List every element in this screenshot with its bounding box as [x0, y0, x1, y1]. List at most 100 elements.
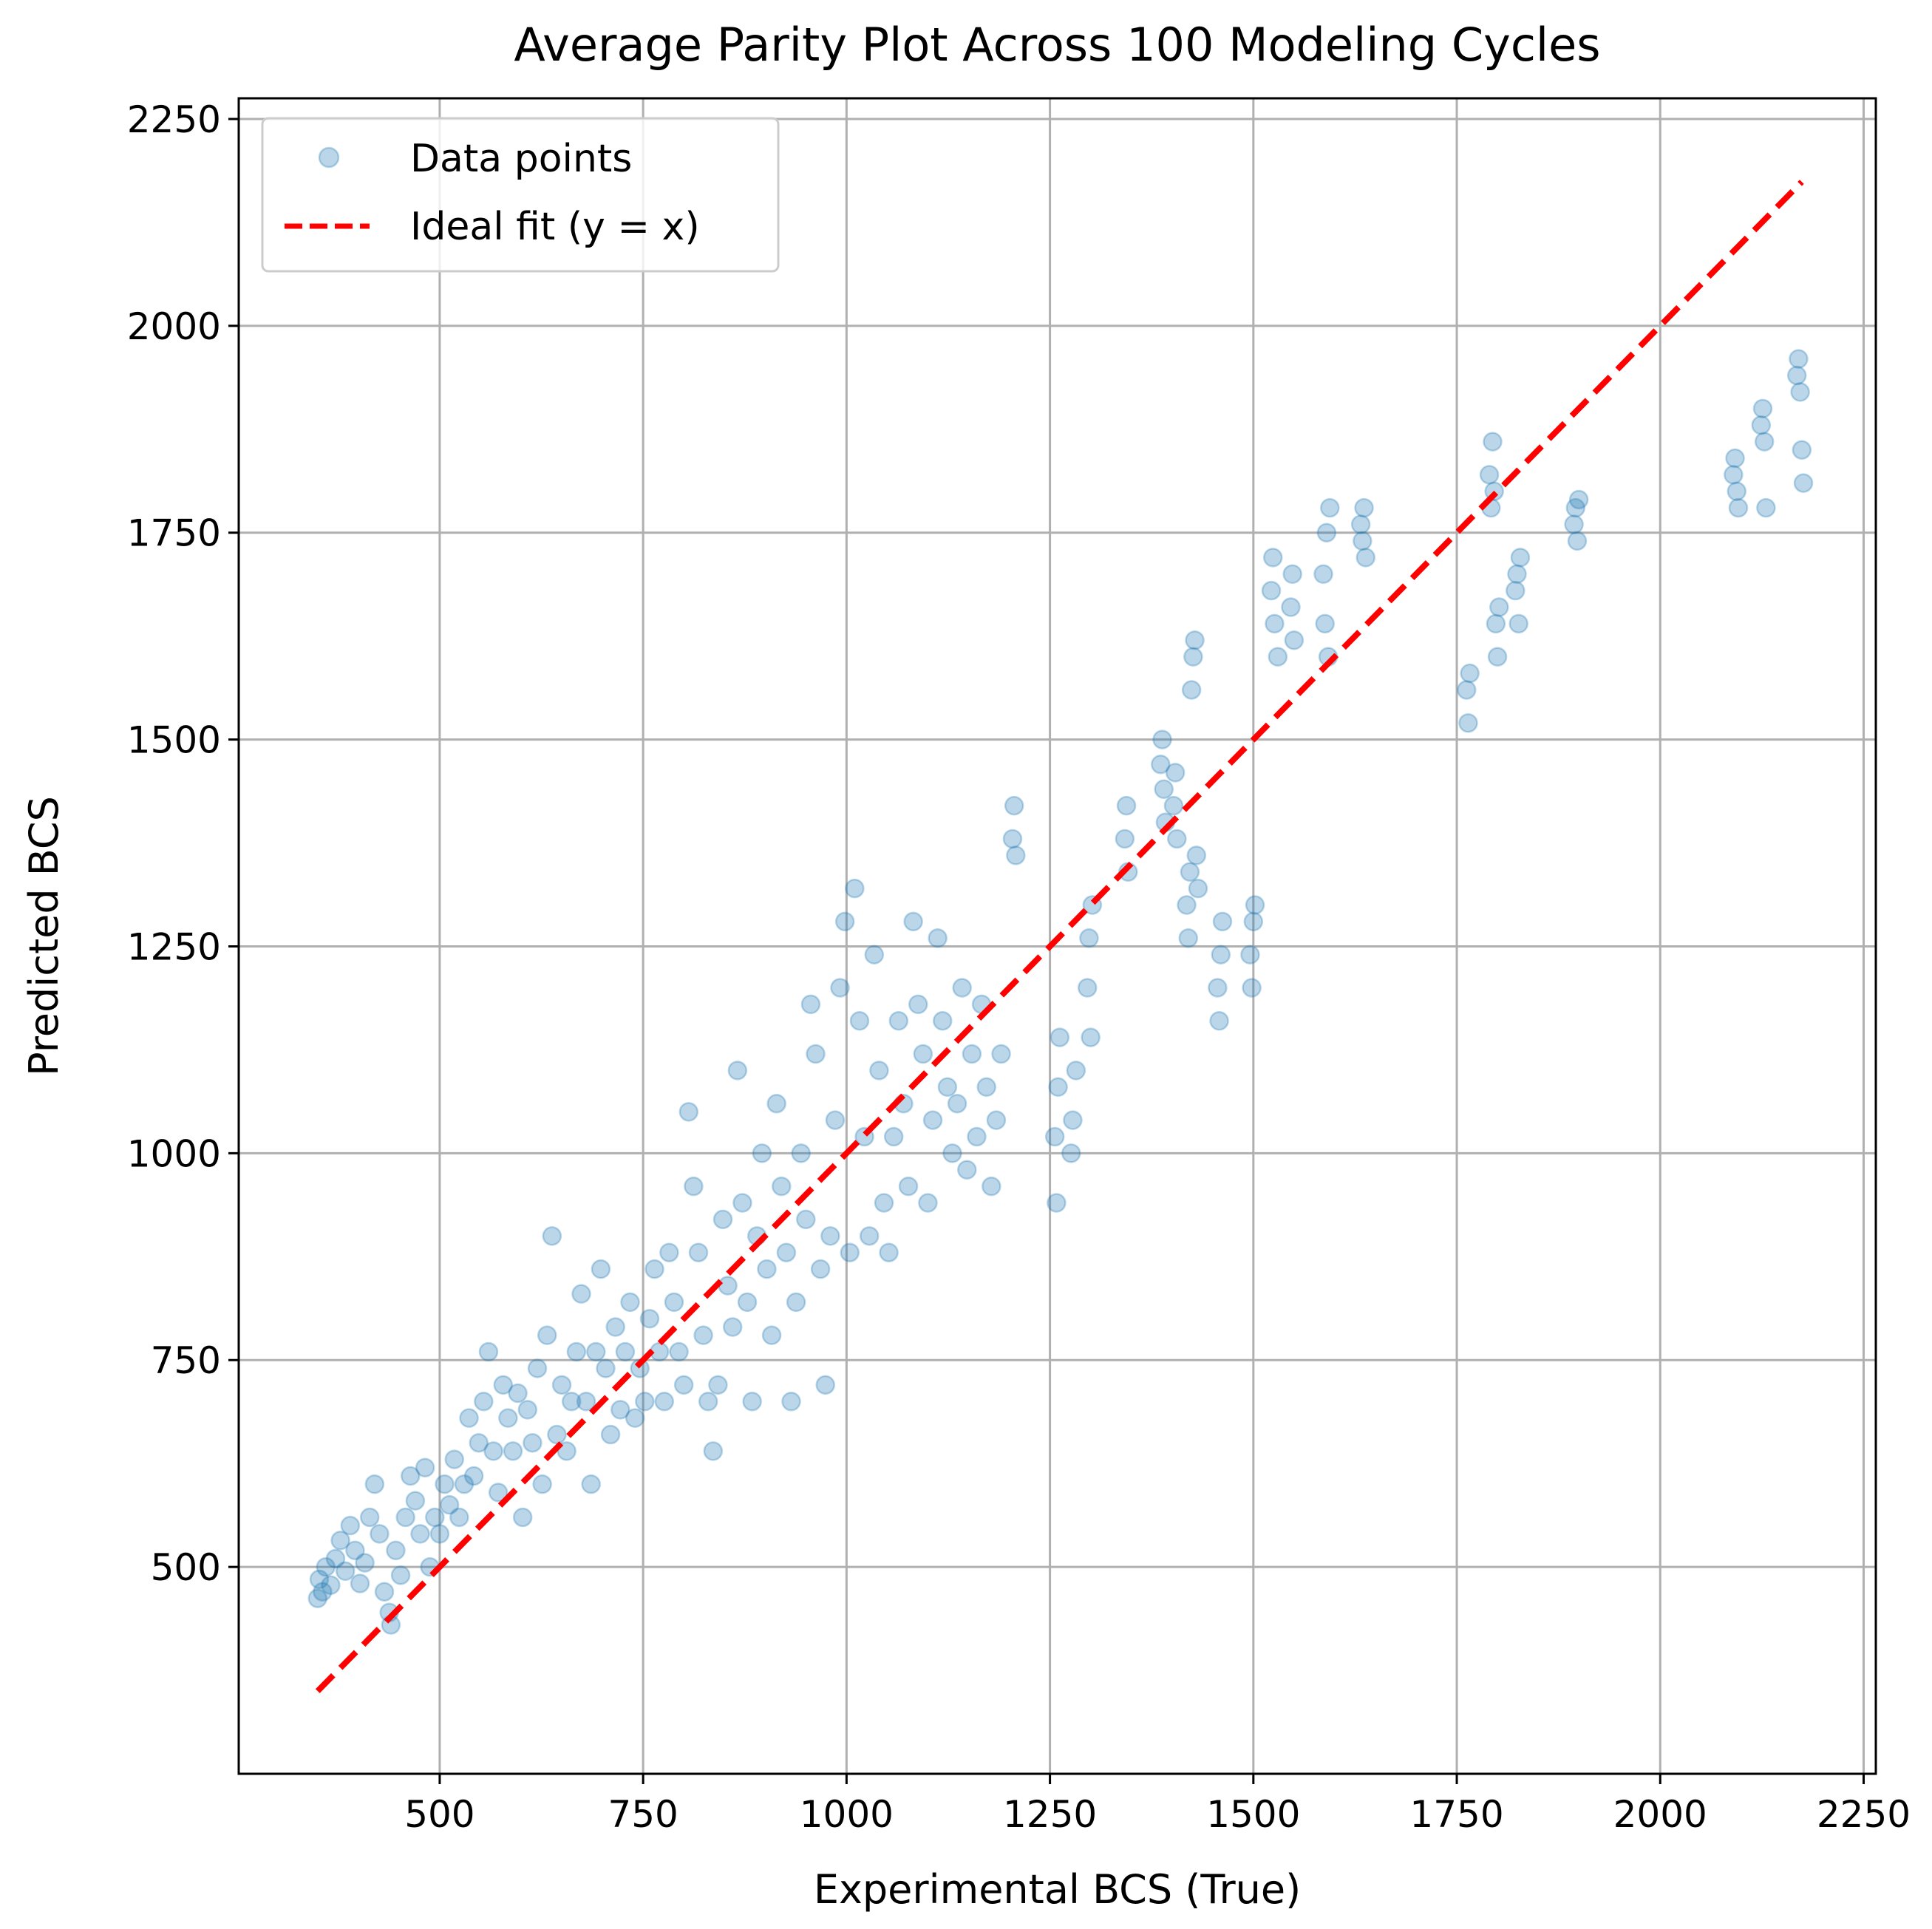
- data-point: [883, 1126, 904, 1147]
- data-point: [737, 1292, 758, 1313]
- legend-box: [261, 117, 780, 273]
- data-point: [537, 1325, 557, 1345]
- data-point: [928, 928, 948, 948]
- data-point: [781, 1391, 801, 1412]
- data-point: [1458, 712, 1478, 733]
- data-point: [1177, 895, 1197, 915]
- data-point: [820, 1226, 840, 1246]
- data-point: [859, 1226, 880, 1246]
- data-point: [933, 1010, 953, 1031]
- legend: Data points Ideal fit (y = x): [261, 117, 780, 273]
- data-point: [429, 1524, 450, 1544]
- data-point: [1209, 1010, 1229, 1031]
- data-point: [1186, 846, 1207, 865]
- data-point: [309, 1569, 330, 1590]
- data-point: [1183, 647, 1203, 667]
- data-point: [1048, 1077, 1068, 1098]
- data-point: [1268, 647, 1288, 667]
- data-point: [1245, 895, 1265, 915]
- y-tick-label-1000: 1000: [127, 1132, 221, 1175]
- legend-label-data-points: Data points: [410, 137, 632, 181]
- data-point: [532, 1474, 552, 1494]
- data-point: [1243, 911, 1264, 932]
- data-point: [410, 1524, 430, 1544]
- data-point: [796, 1209, 816, 1230]
- data-point: [1789, 349, 1809, 369]
- data-point: [1756, 497, 1776, 518]
- data-point: [791, 1143, 811, 1163]
- legend-marker-data-points: [318, 146, 340, 169]
- data-point: [1004, 795, 1024, 816]
- data-point: [307, 1588, 328, 1608]
- data-point: [562, 1391, 582, 1412]
- data-point: [488, 1483, 508, 1503]
- data-point: [845, 878, 865, 899]
- data-point: [1792, 440, 1812, 460]
- data-point: [1044, 1126, 1065, 1147]
- data-point: [454, 1474, 475, 1494]
- data-point: [869, 1061, 889, 1081]
- data-point: [1188, 878, 1208, 899]
- data-point: [727, 1061, 748, 1081]
- data-point: [1178, 928, 1198, 948]
- data-point: [664, 1292, 684, 1313]
- data-point: [1320, 497, 1340, 518]
- data-point: [1185, 630, 1205, 650]
- data-point: [527, 1358, 548, 1378]
- data-point: [1002, 829, 1023, 849]
- data-point: [776, 1242, 797, 1262]
- chart-title: Average Parity Plot Across 100 Modeling …: [514, 18, 1600, 72]
- data-point: [444, 1449, 464, 1469]
- data-point: [478, 1341, 499, 1362]
- y-tick-label-1500: 1500: [127, 719, 221, 762]
- data-point: [1316, 523, 1337, 542]
- data-point: [1152, 729, 1172, 749]
- data-point: [967, 1126, 987, 1147]
- data-point: [708, 1375, 728, 1395]
- data-point: [825, 1110, 846, 1130]
- data-point: [498, 1408, 518, 1428]
- data-point: [772, 1176, 792, 1197]
- data-point: [635, 1391, 655, 1412]
- data-point: [766, 1093, 786, 1114]
- data-point: [1116, 795, 1137, 816]
- data-point: [1154, 779, 1174, 800]
- x-tick-label-1750: 1750: [1409, 1793, 1503, 1836]
- data-point: [401, 1466, 421, 1486]
- data-point: [703, 1441, 724, 1461]
- data-point: [698, 1391, 718, 1412]
- data-point: [1077, 978, 1098, 998]
- x-tick-label-2250: 2250: [1817, 1793, 1911, 1836]
- data-point: [1163, 795, 1184, 816]
- data-point: [1460, 663, 1480, 684]
- data-point: [463, 1466, 484, 1486]
- data-point: [1483, 432, 1503, 452]
- data-point: [1265, 613, 1285, 634]
- data-point: [374, 1582, 395, 1602]
- data-point: [605, 1317, 625, 1337]
- data-point: [1261, 580, 1282, 601]
- data-point: [1208, 978, 1228, 998]
- data-point: [1313, 564, 1333, 584]
- data-point: [903, 911, 923, 932]
- data-point: [1354, 497, 1374, 518]
- data-point: [1754, 432, 1775, 452]
- data-point: [1063, 1110, 1083, 1130]
- data-point: [1489, 597, 1509, 617]
- y-tick-label-1750: 1750: [127, 512, 221, 555]
- ideal-fit-line: [315, 180, 1804, 1693]
- data-point: [957, 1160, 977, 1180]
- data-point: [1212, 911, 1233, 932]
- y-tick-label-2250: 2250: [127, 98, 221, 141]
- data-point: [325, 1548, 346, 1569]
- data-point: [551, 1375, 572, 1395]
- data-point: [1315, 613, 1335, 634]
- x-tick-label-1000: 1000: [800, 1793, 894, 1836]
- data-point: [742, 1391, 762, 1412]
- data-point: [364, 1474, 385, 1494]
- data-point: [370, 1524, 390, 1544]
- data-point: [684, 1176, 704, 1197]
- data-point: [503, 1441, 523, 1461]
- data-point: [898, 1176, 919, 1197]
- data-point: [673, 1375, 694, 1395]
